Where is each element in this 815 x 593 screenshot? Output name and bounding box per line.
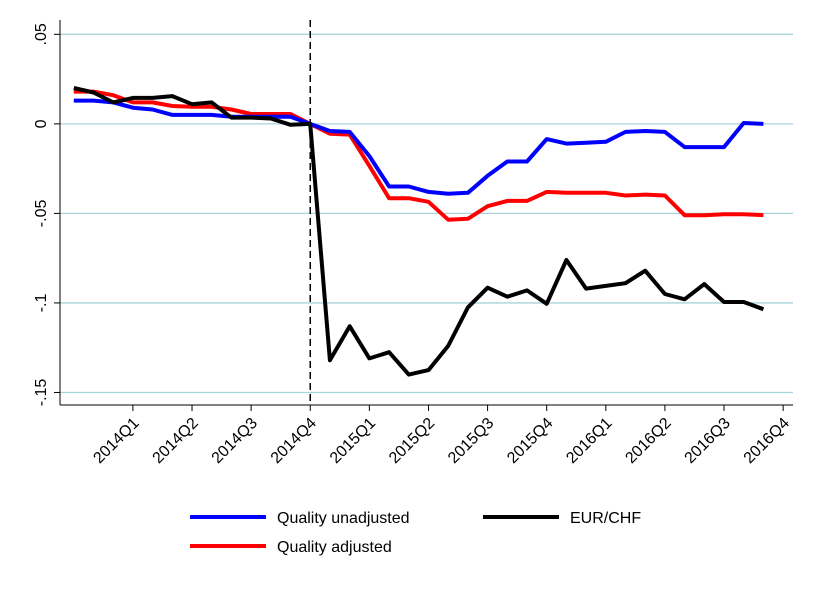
y-tick-label: -.1: [33, 293, 50, 312]
legend-label: EUR/CHF: [570, 510, 641, 527]
line-series: [73, 86, 765, 377]
y-tick-label: .05: [33, 23, 50, 45]
line-series: [73, 89, 764, 222]
legend-label: Quality adjusted: [277, 539, 392, 556]
y-tick-label: 0: [33, 119, 50, 128]
line-series: [73, 98, 764, 196]
y-tick-label: -.05: [33, 200, 50, 228]
y-tick-label: -.15: [33, 379, 50, 407]
legend-label: Quality unadjusted: [277, 510, 410, 527]
